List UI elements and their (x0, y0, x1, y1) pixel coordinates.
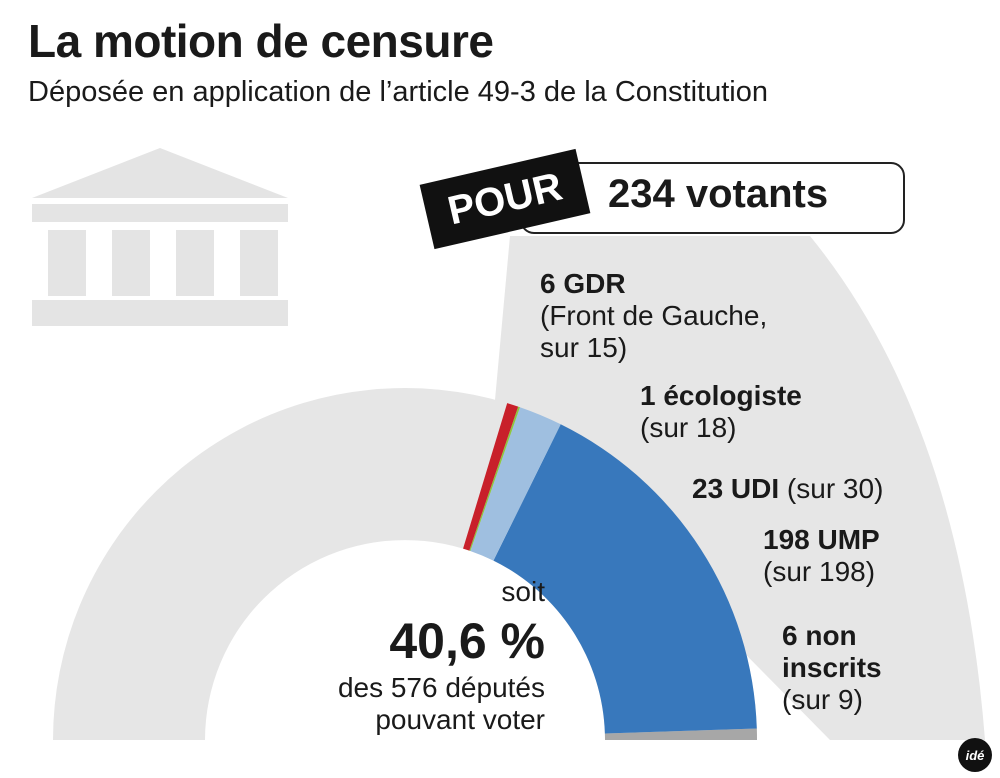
label-non-inscrits: 6 non inscrits (sur 9) (782, 620, 882, 716)
label-udi-count: 23 UDI (692, 473, 780, 504)
center-desc-line1: des 576 députés (337, 672, 545, 703)
segment-non-inscrits (604, 728, 757, 740)
votants-count: 234 votants (608, 172, 829, 216)
label-ecologiste: 1 écologiste (sur 18) (640, 380, 802, 444)
segment-écologiste (469, 406, 520, 551)
label-eco-detail: (sur 18) (640, 412, 737, 443)
page-subtitle: Déposée en application de l’article 49-3… (28, 76, 768, 108)
segment-ump (493, 424, 757, 734)
label-ump-count: 198 UMP (763, 524, 880, 555)
label-gdr-count: 6 GDR (540, 268, 626, 299)
label-gdr: 6 GDR (Front de Gauche, sur 15) (540, 268, 767, 364)
ide-logo: idé (958, 738, 992, 772)
label-ni-detail: (sur 9) (782, 684, 863, 715)
parliament-building-icon (32, 148, 288, 326)
center-percent: 40,6 % (389, 613, 545, 669)
label-ump-detail: (sur 198) (763, 556, 876, 587)
label-udi-detail: (sur 30) (779, 473, 884, 504)
vote-callout-wedge (495, 236, 985, 740)
label-gdr-detail: (Front de Gauche, (540, 300, 768, 331)
label-eco-count: 1 écologiste (640, 380, 802, 411)
segment-udi (470, 407, 561, 561)
label-ump: 198 UMP (sur 198) (763, 524, 880, 588)
label-udi: 23 UDI (sur 30) (692, 473, 883, 505)
label-ni-count2: inscrits (782, 652, 882, 683)
segment-gdr (463, 403, 519, 551)
center-desc-line2: pouvant voter (375, 704, 545, 735)
label-gdr-detail2: sur 15) (540, 332, 628, 363)
center-soit: soit (501, 576, 545, 607)
page-title: La motion de censure (28, 15, 494, 67)
center-description: des 576 députés pouvant voter (338, 672, 545, 736)
label-ni-count: 6 non (782, 620, 857, 651)
